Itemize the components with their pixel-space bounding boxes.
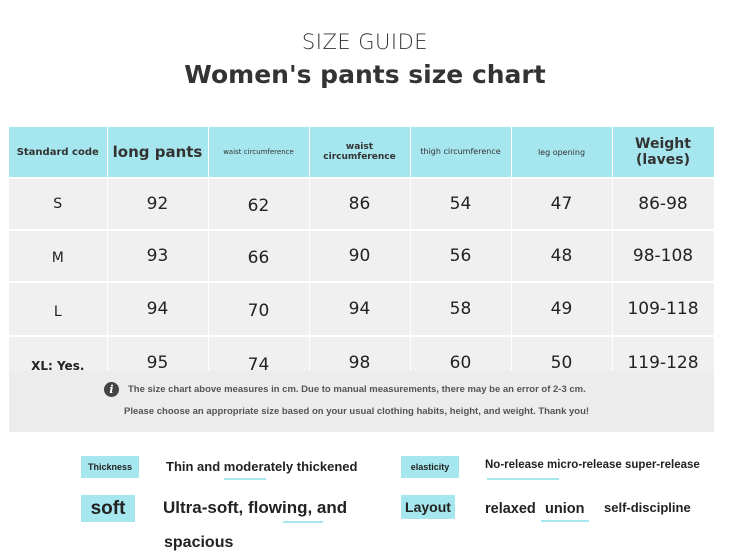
table-header-row: Standard code long pants waist circumfer…	[9, 127, 715, 178]
thickness-underline	[224, 478, 266, 480]
weight-cell: 98-108	[612, 229, 715, 282]
page-title: Women's pants size chart	[184, 60, 546, 89]
table-row: L 94 70 94 58 49 109-118	[9, 281, 715, 336]
measurement-notice	[9, 371, 714, 432]
softness-value: Ultra-soft, flowing, and	[163, 498, 348, 517]
waist-small-cell: 70	[208, 281, 310, 336]
elasticity-value: No-release micro-release super-release	[485, 459, 700, 471]
size-code-cell: S	[9, 177, 108, 230]
elasticity-label: elasticity	[401, 456, 459, 478]
thickness-value: Thin and moderately thickened	[166, 459, 358, 474]
thigh-cell: 56	[410, 229, 512, 282]
notice-line-2: Please choose an appropriate size based …	[124, 406, 590, 417]
column-header-waist-circumference-small: waist circumference	[208, 127, 310, 178]
leg-opening-cell: 48	[511, 229, 613, 282]
weight-cell: 109-118	[612, 281, 715, 336]
layout-selected-underline	[541, 520, 589, 522]
column-header-thigh-circumference: thigh circumference	[410, 127, 512, 178]
waist-cell: 94	[309, 281, 411, 336]
size-chart-table: Standard code long pants waist circumfer…	[9, 127, 715, 389]
waist-small-cell: 62	[208, 177, 310, 230]
weight-cell: 86-98	[612, 177, 715, 230]
waist-cell: 86	[309, 177, 411, 230]
info-icon: i	[104, 382, 119, 397]
layout-option-relaxed: relaxed	[485, 501, 536, 517]
table-row: S 92 62 86 54 47 86-98	[9, 177, 715, 230]
column-header-standard-code: Standard code	[9, 127, 108, 178]
size-guide-title: SIZE GUIDE	[301, 30, 429, 54]
leg-opening-cell: 47	[511, 177, 613, 230]
column-header-long-pants: long pants	[107, 127, 209, 178]
waist-small-cell: 66	[208, 229, 310, 282]
notice-line-1: The size chart above measures in cm. Due…	[128, 384, 586, 395]
layout-option-union: union	[545, 501, 585, 517]
long-pants-cell: 94	[107, 281, 209, 336]
thigh-cell: 58	[410, 281, 512, 336]
waist-cell: 90	[309, 229, 411, 282]
column-header-waist-circumference: waist circumference	[309, 127, 411, 178]
softness-value-continued: spacious	[164, 534, 234, 551]
soft-label: soft	[81, 495, 135, 522]
thigh-cell: 54	[410, 177, 512, 230]
column-header-weight: Weight (laves)	[612, 127, 715, 178]
table-row: M 93 66 90 56 48 98-108	[9, 229, 715, 282]
leg-opening-cell: 49	[511, 281, 613, 336]
long-pants-cell: 92	[107, 177, 209, 230]
elasticity-underline	[487, 478, 559, 480]
column-header-leg-opening: leg opening	[511, 127, 613, 178]
thickness-label: Thickness	[81, 456, 139, 478]
long-pants-cell: 93	[107, 229, 209, 282]
layout-option-self-discipline: self-discipline	[604, 500, 691, 515]
size-code-cell: M	[9, 229, 108, 282]
size-code-cell: L	[9, 281, 108, 336]
layout-label: Layout	[401, 495, 455, 519]
softness-underline	[283, 521, 323, 523]
